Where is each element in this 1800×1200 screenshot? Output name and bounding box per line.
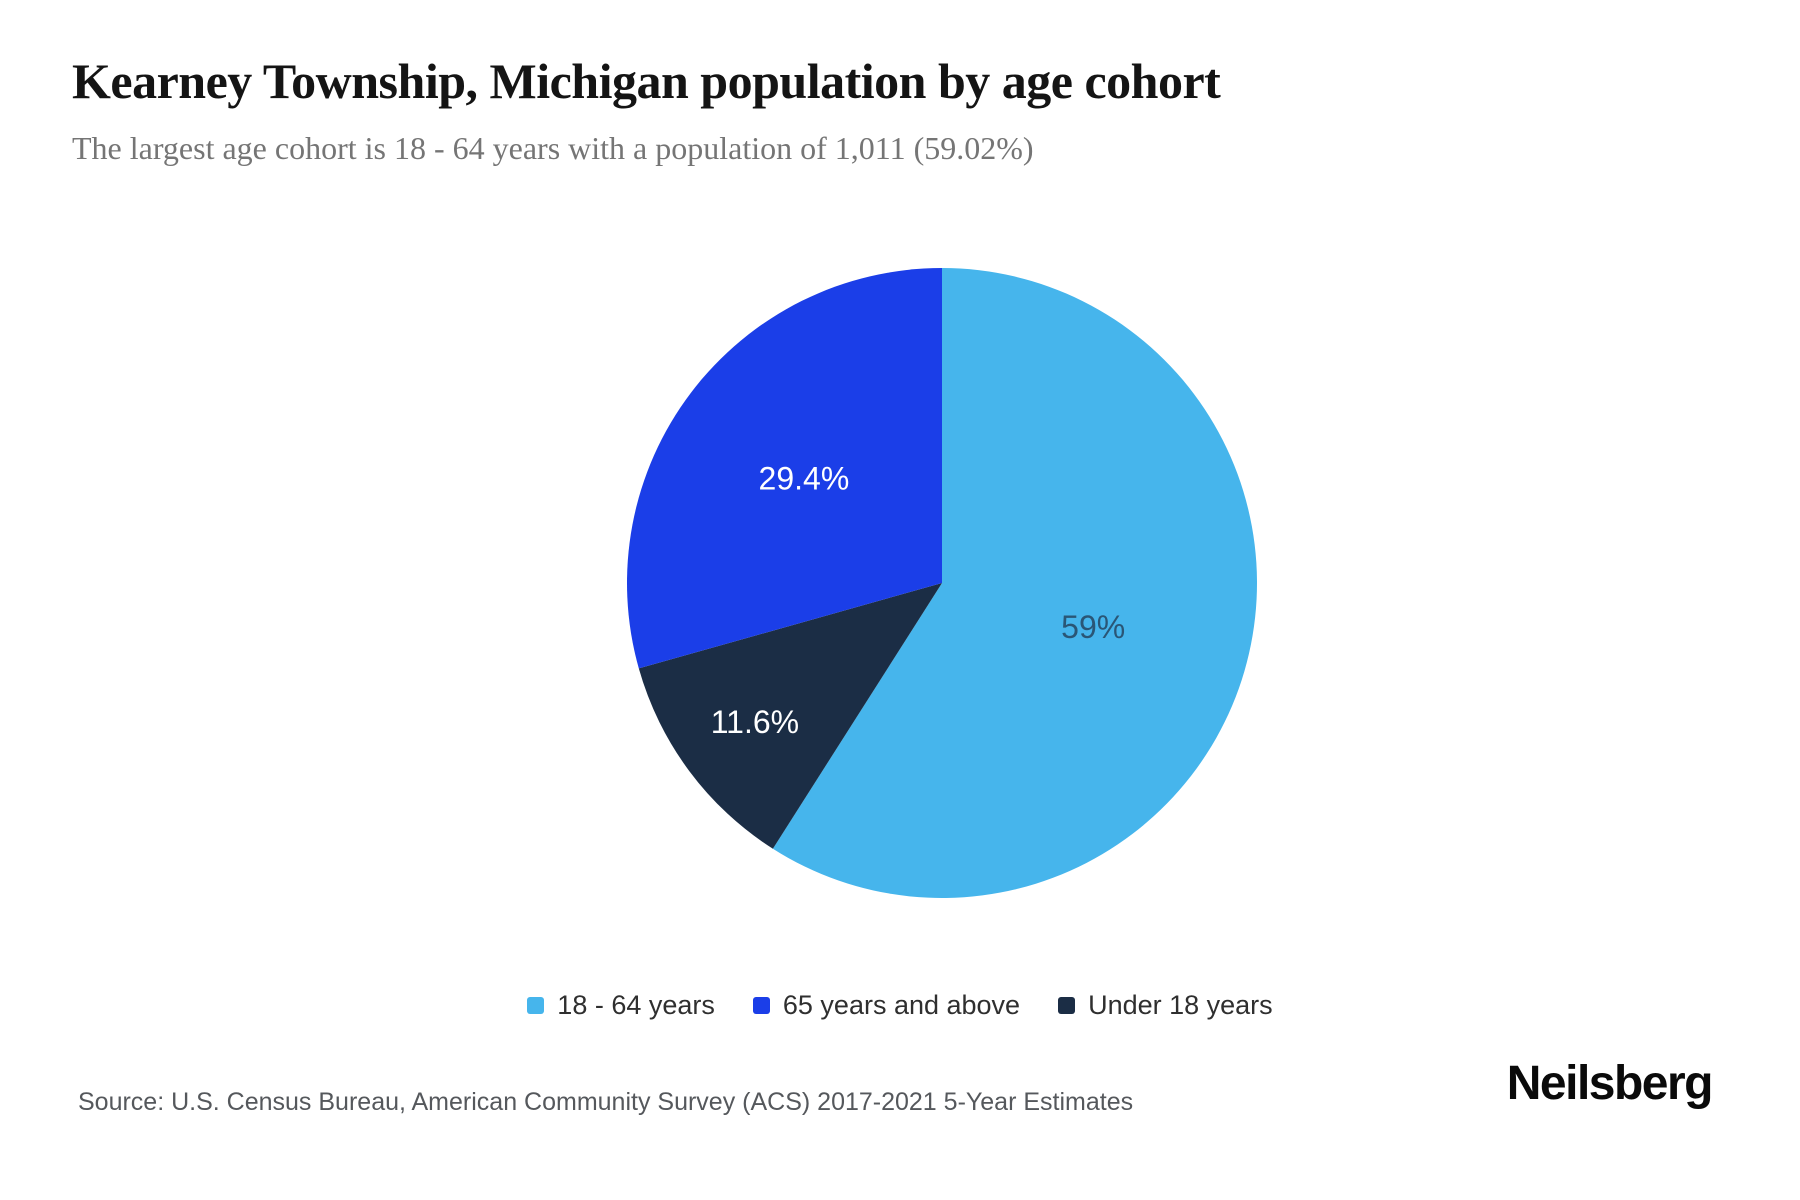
legend-swatch-under-18-years [1058,997,1076,1014]
pie-slice-under-18-years[interactable] [638,583,942,849]
legend-item-18-64-years[interactable]: 18 - 64 years [527,990,715,1021]
legend-swatch-18-64-years [527,997,545,1014]
slice-label-18-64-years: 59% [1061,609,1125,645]
slice-label-65-years-and-above: 29.4% [759,460,850,496]
pie-slice-18-64-years[interactable] [772,268,1258,898]
source-text: Source: U.S. Census Bureau, American Com… [78,1088,1134,1116]
page-title: Kearney Township, Michigan population by… [72,53,1221,109]
legend-label-18-64-years: 18 - 64 years [557,990,715,1020]
legend-item-under-18-years[interactable]: Under 18 years [1058,990,1273,1021]
legend-item-65-years-and-above[interactable]: 65 years and above [752,990,1021,1021]
slice-label-under-18-years: 11.6% [711,704,799,740]
legend: 18 - 64 years 65 years and above Under 18 … [0,990,1800,1021]
legend-label-65-years-and-above: 65 years and above [782,990,1021,1020]
pie-slice-65-years-and-above[interactable] [626,268,942,669]
page-subtitle: The largest age cohort is 18 - 64 years … [72,130,1034,166]
legend-label-under-18-years: Under 18 years [1088,990,1273,1020]
brand-logo: Neilsberg [1506,1057,1714,1110]
legend-swatch-65-years-and-above [752,997,770,1014]
